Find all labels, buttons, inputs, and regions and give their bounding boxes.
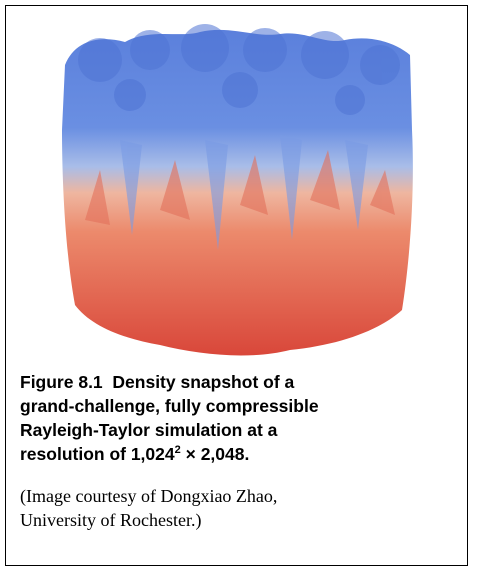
simulation-image: [40, 20, 440, 365]
page: Figure 8.1 Density snapshot of a grand-c…: [0, 0, 480, 576]
figure-caption: Figure 8.1 Density snapshot of a grand-c…: [20, 370, 350, 466]
caption-end: × 2,048.: [181, 444, 250, 464]
image-credit: (Image courtesy of Dongxiao Zhao, Univer…: [20, 484, 320, 532]
figure-label: Figure 8.1: [20, 372, 103, 392]
